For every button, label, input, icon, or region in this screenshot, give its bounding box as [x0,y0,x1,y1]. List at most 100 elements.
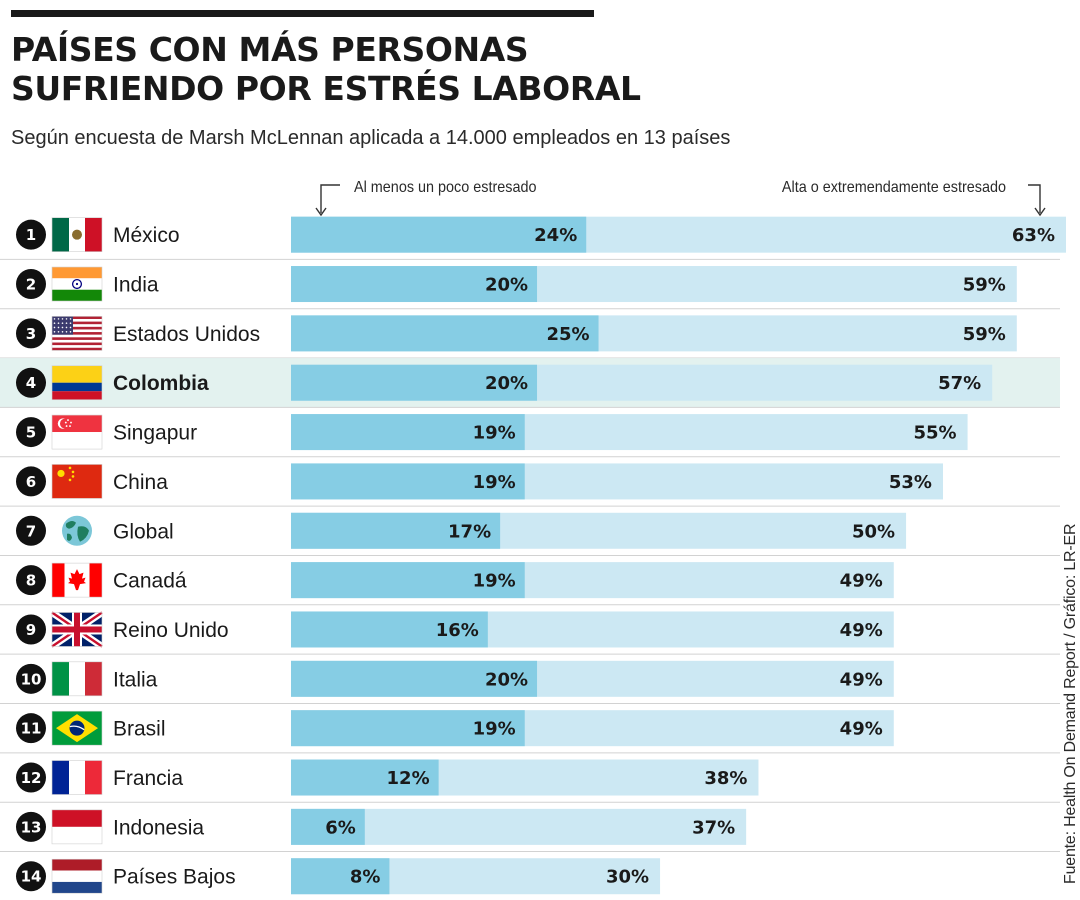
low-stress-value: 16% [436,620,479,641]
china-flag [51,464,103,499]
rank-number: 2 [26,276,36,294]
arrow-down-icon [1028,184,1046,217]
high-stress-bar [291,808,747,845]
country-label: Brasil [113,718,166,741]
rank-badge [16,515,46,546]
low-stress-bar [291,808,365,845]
rank-number: 5 [26,424,36,442]
india-flag [51,266,103,302]
netherlands-flag [51,858,103,894]
high-stress-value: 37% [692,817,735,838]
rank-number: 6 [26,473,36,491]
rank-badge [16,269,46,300]
country-label: Estados Unidos [113,323,260,346]
high-stress-value: 30% [606,867,649,888]
high-stress-value: 49% [840,669,883,690]
title-line-2: SUFRIENDO POR ESTRÉS LABORAL [11,69,641,108]
rank-badge [16,466,46,497]
low-stress-bar [291,660,538,697]
rank-number: 14 [21,868,42,886]
rank-number: 3 [26,325,36,343]
low-stress-bar [291,266,538,303]
low-stress-value: 6% [325,817,356,838]
high-stress-value: 50% [852,521,895,542]
colombia-flag [51,365,103,401]
country-label: Reino Unido [113,619,229,642]
mexico-flag [51,217,103,252]
france-flag [51,760,103,795]
low-stress-bar [291,759,439,796]
title-accent-bar [11,10,594,17]
high-stress-value: 59% [963,324,1006,345]
rank-badge [16,713,46,744]
low-stress-value: 24% [534,225,577,246]
country-label: Canadá [113,570,187,593]
canada-flag [51,562,103,598]
rank-badge [16,811,46,842]
high-stress-value: 49% [840,571,883,592]
country-label: China [113,471,168,494]
high-stress-value: 57% [938,373,981,394]
low-stress-value: 19% [473,719,516,740]
high-stress-value: 55% [913,423,956,444]
low-stress-value: 19% [473,472,516,493]
low-stress-value: 25% [546,324,589,345]
country-label: Francia [113,767,183,790]
uk-flag [50,609,104,650]
low-stress-value: 17% [448,521,491,542]
low-stress-bar [291,710,525,747]
low-stress-bar [291,611,488,648]
low-stress-bar [291,562,525,599]
rank-number: 10 [21,670,42,688]
rank-badge [16,367,46,398]
indonesia-flag [51,809,103,845]
low-stress-value: 20% [485,669,528,690]
source-note: Fuente: Health On Demand Report / Gráfic… [1062,523,1079,884]
country-label: Indonesia [113,816,204,839]
country-label: India [113,274,159,297]
usa-flag [51,316,103,351]
high-stress-value: 49% [840,620,883,641]
rank-number: 1 [26,226,36,244]
rank-number: 4 [26,374,36,392]
country-label: Global [113,520,174,543]
low-stress-value: 8% [350,867,381,888]
low-stress-value: 19% [473,423,516,444]
singapore-flag [51,414,103,450]
country-label: Italia [113,668,158,691]
high-stress-value: 63% [1012,225,1055,246]
title-line-1: PAÍSES CON MÁS PERSONAS [11,30,529,69]
rank-number: 11 [21,720,42,738]
low-stress-bar [291,216,587,253]
rank-number: 7 [26,522,36,540]
rank-badge [16,318,46,349]
rank-number: 9 [26,621,36,639]
high-stress-value: 59% [963,275,1006,296]
legend-low-label: Al menos un poco estresado [354,179,537,196]
country-label: México [113,224,180,247]
rank-number: 13 [21,818,42,836]
low-stress-value: 12% [387,768,430,789]
arrow-down-icon [315,184,340,217]
high-stress-value: 38% [704,768,747,789]
rank-badge [16,417,46,448]
chart-title: PAÍSES CON MÁS PERSONAS SUFRIENDO POR ES… [11,30,651,108]
legend-high-label: Alta o extremendamente estresado [781,179,1006,196]
rank-badge [16,762,46,793]
rank-badge [16,565,46,596]
rank-badge [16,663,46,694]
high-stress-value: 49% [840,719,883,740]
country-label: Colombia [113,372,209,395]
rank-badge [16,614,46,645]
brazil-flag [51,710,103,746]
italy-flag [51,661,103,697]
low-stress-bar [291,512,501,549]
low-stress-value: 20% [485,275,528,296]
low-stress-bar [291,414,525,451]
rank-number: 12 [21,769,42,787]
low-stress-bar [291,364,538,401]
country-label: Singapur [113,422,197,445]
low-stress-value: 19% [473,571,516,592]
low-stress-bar [291,315,599,352]
